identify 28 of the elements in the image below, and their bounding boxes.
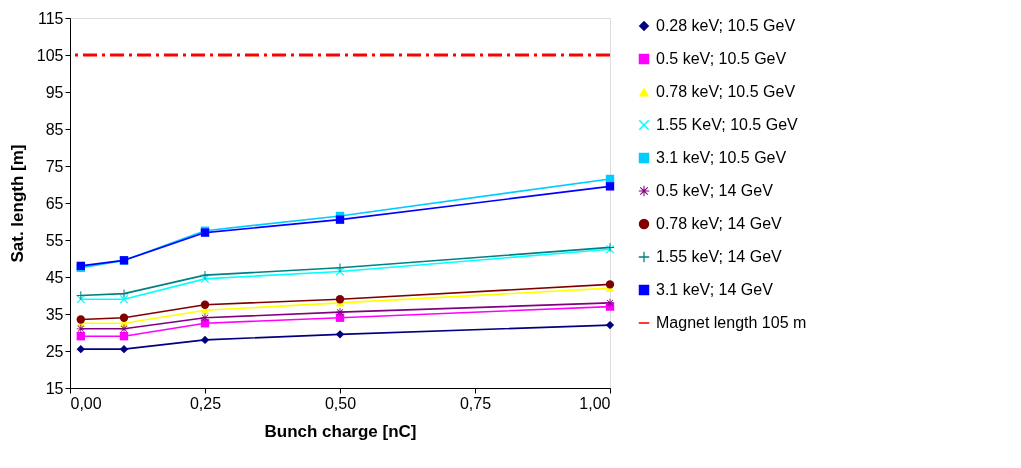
- legend-label: 1.55 keV; 14 GeV: [656, 248, 783, 265]
- y-axis-title: Sat. length [m]: [7, 144, 27, 263]
- y-tick-label: 95: [45, 83, 64, 101]
- legend-label: 3.1 keV; 10.5 GeV: [656, 149, 787, 166]
- x-axis-title: Bunch charge [nC]: [264, 421, 417, 441]
- legend-label: 0.5 keV; 10.5 GeV: [656, 50, 787, 67]
- y-tick-label: 65: [45, 194, 64, 212]
- legend-label: 3.1 keV; 14 GeV: [656, 281, 774, 298]
- legend-label: 0.28 keV; 10.5 GeV: [656, 17, 796, 34]
- legend-label: 0.5 keV; 14 GeV: [656, 182, 774, 199]
- x-tick-label: 1,00: [579, 394, 611, 412]
- legend-label: Magnet length 105 m: [656, 314, 807, 331]
- x-tick-label: 0,50: [324, 394, 357, 412]
- legend-label: 1.55 KeV; 10.5 GeV: [656, 116, 799, 133]
- y-tick-label: 75: [45, 157, 64, 175]
- x-tick-label: 0,00: [70, 394, 102, 412]
- y-tick-label: 85: [45, 120, 64, 138]
- y-tick-label: 45: [45, 268, 64, 286]
- x-tick-label: 0,25: [189, 394, 222, 412]
- x-tick-label: 0,75: [459, 394, 492, 412]
- y-tick-label: 15: [45, 379, 64, 397]
- legend-label: 0.78 keV; 10.5 GeV: [656, 83, 796, 100]
- y-tick-label: 25: [45, 342, 64, 360]
- y-tick-label: 105: [36, 46, 64, 64]
- y-tick-label: 55: [45, 231, 64, 249]
- y-tick-label: 115: [37, 9, 64, 27]
- legend-label: 0.78 keV; 14 GeV: [656, 215, 783, 232]
- y-tick-label: 35: [45, 305, 64, 323]
